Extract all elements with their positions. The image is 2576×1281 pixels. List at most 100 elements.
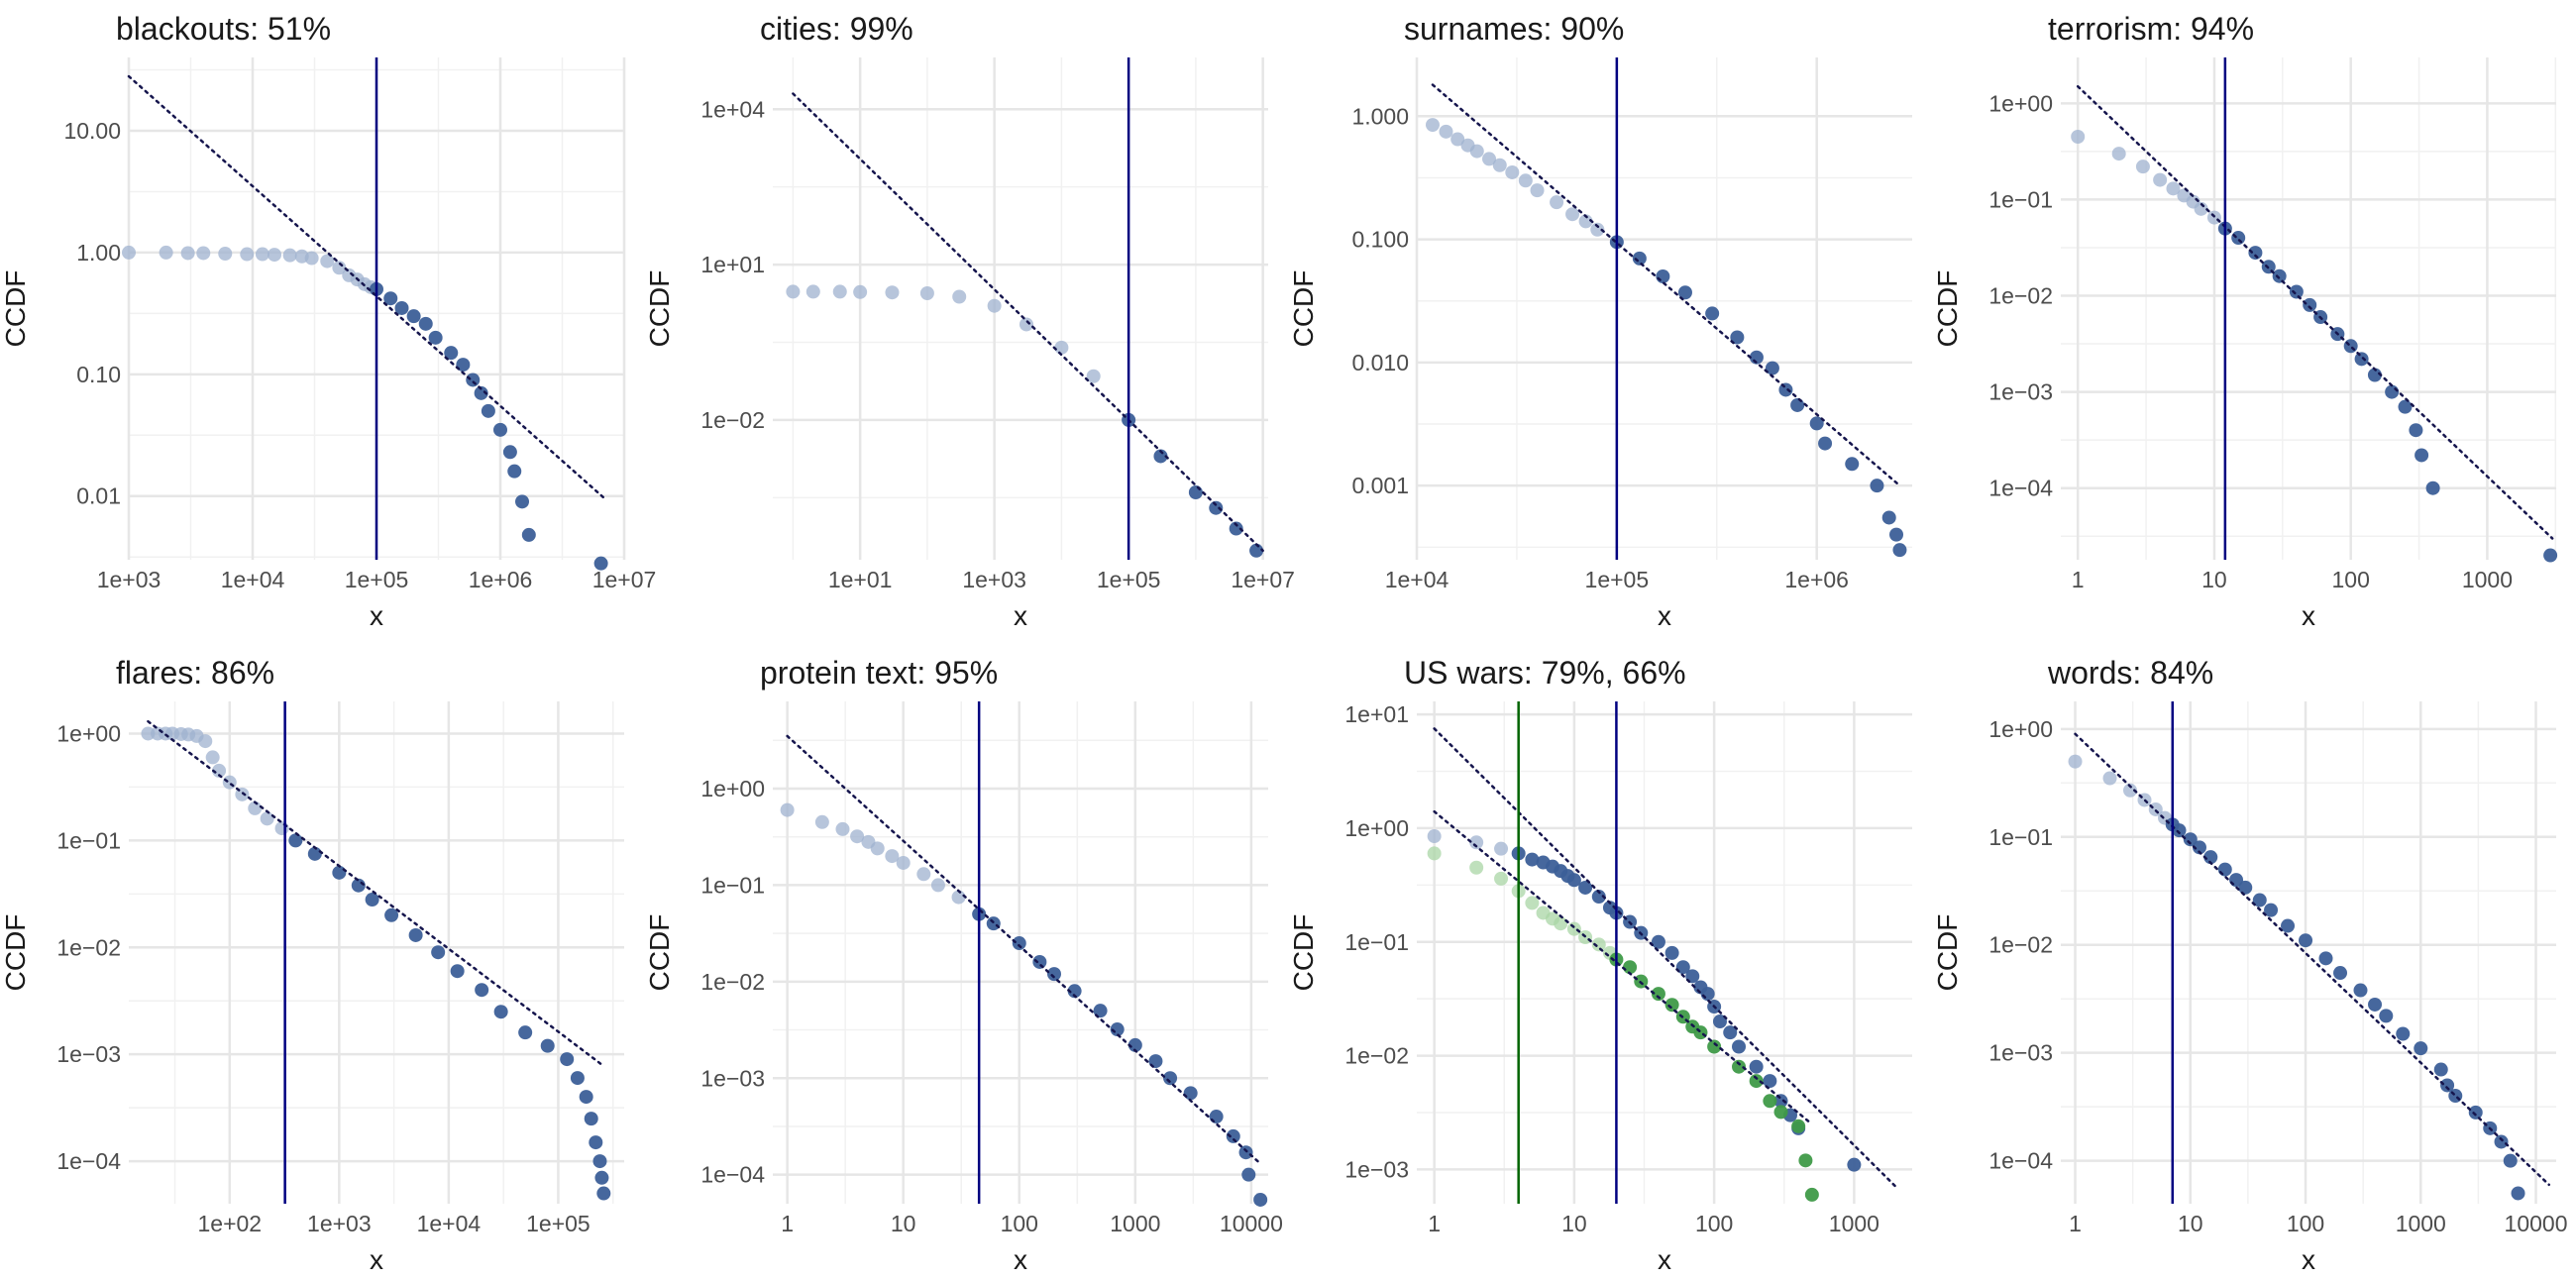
data-point: [288, 833, 303, 848]
data-point: [1749, 1074, 1764, 1089]
data-point: [1818, 436, 1833, 451]
panel-title: surnames: 90%: [1404, 11, 1624, 47]
panel-title: protein text: 95%: [760, 655, 998, 691]
x-tick-label: 1000: [1829, 1211, 1879, 1236]
data-point: [1492, 158, 1507, 172]
data-point: [1656, 269, 1670, 284]
x-tick-label: 100: [2331, 567, 2369, 592]
y-tick-label: 1e−03: [56, 1041, 121, 1067]
x-axis-label: x: [1014, 600, 1027, 631]
data-point: [1439, 124, 1453, 139]
y-tick-label: 1e−02: [56, 934, 121, 960]
data-point: [1632, 251, 1647, 266]
data-point: [2503, 1153, 2518, 1168]
data-point: [406, 309, 421, 324]
data-point: [515, 494, 530, 509]
data-point: [1591, 890, 1606, 905]
data-point: [408, 927, 423, 942]
data-point: [180, 246, 195, 261]
power-law-fit-line: [786, 734, 1262, 1165]
data-point: [1565, 207, 1580, 222]
y-tick-label: 1e−03: [1988, 379, 2053, 405]
y-axis-label: CCDF: [1932, 914, 1963, 992]
data-point: [1651, 987, 1665, 1002]
x-tick-label: 1: [781, 1211, 794, 1236]
y-axis-label: CCDF: [0, 914, 31, 992]
y-tick-label: 1.000: [1351, 103, 1409, 129]
power-law-fit-line: [2076, 84, 2554, 540]
panel-1: 1e+03 1e+04 1e+05 1e+06 1e+07 0.01 0.10 1.00 10.…: [0, 11, 656, 631]
data-point: [450, 964, 465, 979]
data-point: [2192, 840, 2206, 855]
data-point: [1229, 521, 1243, 536]
data-point: [2448, 1089, 2463, 1104]
data-point: [493, 1005, 508, 1019]
data-point: [919, 285, 934, 300]
data-point: [850, 829, 865, 844]
data-point: [2194, 201, 2208, 216]
data-point: [2153, 172, 2168, 187]
x-tick-label: 100: [2287, 1211, 2324, 1236]
data-point: [2468, 1105, 2483, 1120]
panel-5: 1e+02 1e+03 1e+04 1e+05 1e−04 1e−03 1e−02 1e−01…: [0, 655, 624, 1275]
y-axis-label: CCDF: [1288, 914, 1319, 992]
data-point: [260, 811, 274, 826]
data-point: [2354, 352, 2369, 367]
data-point: [159, 245, 173, 260]
x-tick-label: 1e+03: [97, 567, 161, 592]
data-point: [1067, 984, 1082, 999]
data-point: [1019, 317, 1033, 332]
data-point: [2353, 983, 2368, 998]
data-point: [1732, 1059, 1747, 1074]
data-point: [579, 1090, 593, 1105]
data-point: [1712, 1014, 1727, 1029]
data-point: [2203, 850, 2218, 865]
panel-title: cities: 99%: [760, 11, 913, 47]
data-point: [481, 403, 495, 418]
data-point: [1494, 871, 1509, 886]
data-point: [507, 464, 522, 479]
data-point: [1209, 1110, 1224, 1124]
data-point: [222, 775, 237, 790]
data-point: [952, 289, 967, 304]
data-point: [1707, 1039, 1722, 1054]
y-tick-label: 0.010: [1351, 350, 1409, 375]
y-tick-label: 10.00: [63, 118, 121, 144]
data-point: [320, 254, 335, 268]
panel-2: 1e+01 1e+03 1e+05 1e+07 1e−02 1e+01 1e+04 citie…: [644, 11, 1295, 631]
data-point: [428, 330, 443, 345]
y-tick-label: 1e−03: [700, 1065, 765, 1091]
data-point: [2415, 448, 2429, 463]
data-point: [2252, 893, 2267, 907]
data-point: [1209, 500, 1224, 515]
data-point: [1677, 285, 1692, 300]
y-tick-label: 1e+00: [56, 720, 121, 746]
data-point: [1590, 222, 1605, 237]
data-point: [1525, 852, 1540, 867]
data-point: [1705, 306, 1720, 321]
power-law-fit-line: [147, 719, 603, 1066]
panel-title: US wars: 79%, 66%: [1404, 655, 1686, 691]
y-tick-label: 1e−04: [700, 1162, 765, 1188]
x-tick-label: 1e+06: [1784, 567, 1849, 592]
data-point: [1578, 880, 1593, 895]
data-point: [2248, 246, 2263, 261]
y-tick-label: 1e−01: [1988, 186, 2053, 212]
data-point: [916, 867, 931, 882]
x-tick-label: 1e+05: [1585, 567, 1650, 592]
x-axis-label: x: [370, 600, 383, 631]
x-axis-label: x: [1014, 1244, 1027, 1275]
data-point: [1870, 479, 1884, 493]
data-point: [2367, 368, 2382, 382]
data-point: [1809, 416, 1824, 431]
power-law-fit-line: [2074, 732, 2551, 1187]
data-point: [2135, 160, 2150, 174]
x-tick-label: 1: [1428, 1211, 1441, 1236]
data-point: [1730, 330, 1745, 345]
data-point: [1425, 118, 1440, 133]
data-point: [853, 284, 868, 299]
data-point: [1749, 1059, 1764, 1074]
power-law-fit-line: [127, 74, 606, 500]
x-tick-label: 1e+07: [592, 567, 657, 592]
